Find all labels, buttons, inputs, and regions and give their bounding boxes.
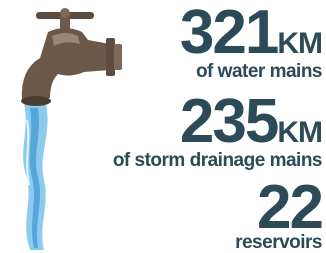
stat-headline: 235KM	[180, 87, 322, 156]
page: {"stats": [ {"value": 321, "unit": "KM",…	[0, 0, 326, 253]
stat-value: 321	[180, 0, 278, 67]
stat-label: of storm drainage mains	[113, 150, 322, 171]
stat-headline: 321KM	[180, 0, 322, 67]
stat-label: reservoirs	[235, 232, 322, 253]
stat-unit: KM	[277, 116, 322, 149]
stat-value: 235	[180, 87, 278, 156]
faucet-illustration	[21, 8, 122, 250]
infographic: 321KM of water mains 235KM of storm drai…	[0, 0, 326, 253]
stat-unit: KM	[277, 27, 322, 60]
stat-label: of water mains	[196, 61, 322, 82]
